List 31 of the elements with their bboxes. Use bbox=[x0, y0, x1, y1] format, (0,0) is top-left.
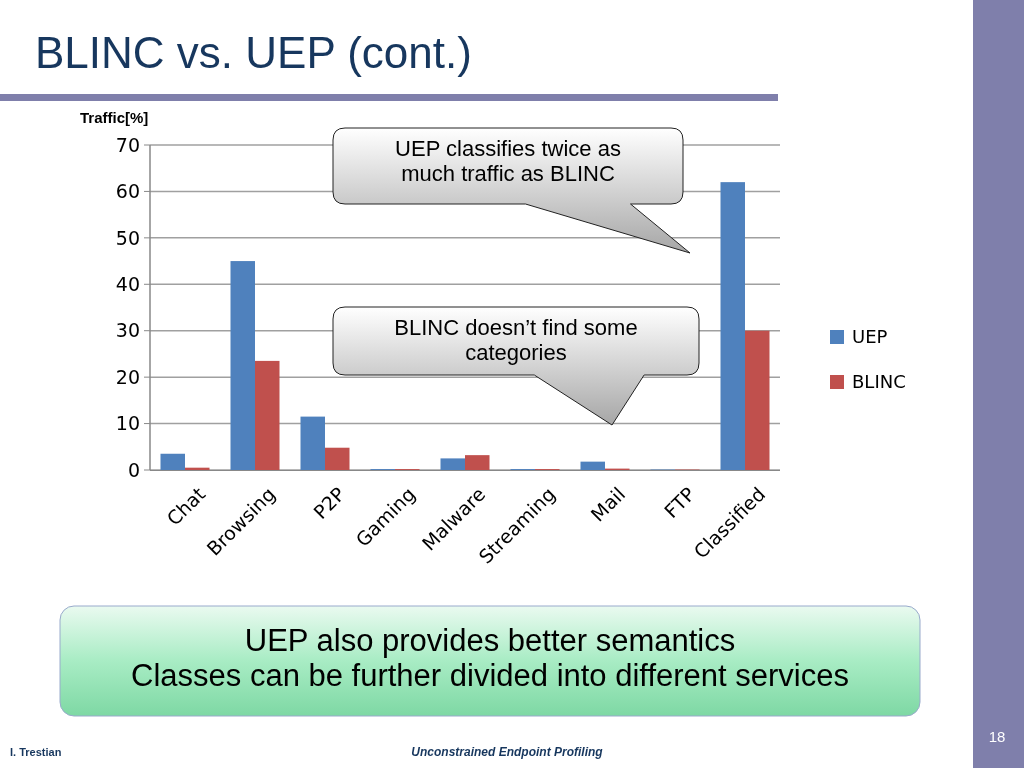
y-tick-label: 0 bbox=[127, 458, 140, 481]
text: Unconstrained Endpoint Profiling bbox=[411, 745, 604, 759]
y-tick-label: 20 bbox=[115, 365, 140, 388]
y-tick-label: 40 bbox=[115, 272, 140, 295]
text: 18 bbox=[988, 728, 1006, 745]
bar bbox=[580, 461, 605, 470]
text: Classes can be further divided into different services bbox=[131, 658, 849, 693]
bar bbox=[160, 453, 185, 470]
bar bbox=[720, 182, 745, 470]
annotation: UEP classifies twice as much traffic as BLINC bbox=[395, 136, 621, 186]
legend-label: BLINC bbox=[852, 371, 906, 393]
text: I. Trestian bbox=[10, 746, 62, 758]
bar bbox=[465, 455, 490, 470]
y-tick-label: 10 bbox=[115, 412, 140, 435]
bar bbox=[255, 360, 280, 470]
annotation: BLINC doesn’t find some categories bbox=[394, 315, 638, 365]
y-axis-title: Traffic[%] bbox=[80, 109, 149, 126]
text: UEP also provides better semantics bbox=[244, 623, 736, 658]
y-tick-label: 70 bbox=[115, 133, 140, 156]
y-tick-label: 30 bbox=[115, 319, 140, 342]
x-tick-label: P2P bbox=[308, 482, 350, 523]
bar bbox=[440, 458, 465, 470]
bar bbox=[300, 416, 325, 470]
bar bbox=[230, 261, 255, 470]
y-tick-label: 60 bbox=[115, 180, 140, 203]
chart-title: BLINC vs. UEP (cont.) bbox=[35, 28, 472, 77]
y-tick-label: 50 bbox=[115, 226, 140, 249]
legend-label: UEP bbox=[852, 326, 888, 348]
x-tick-label: FTP bbox=[659, 482, 700, 523]
bar bbox=[745, 330, 770, 470]
bar bbox=[325, 447, 350, 470]
